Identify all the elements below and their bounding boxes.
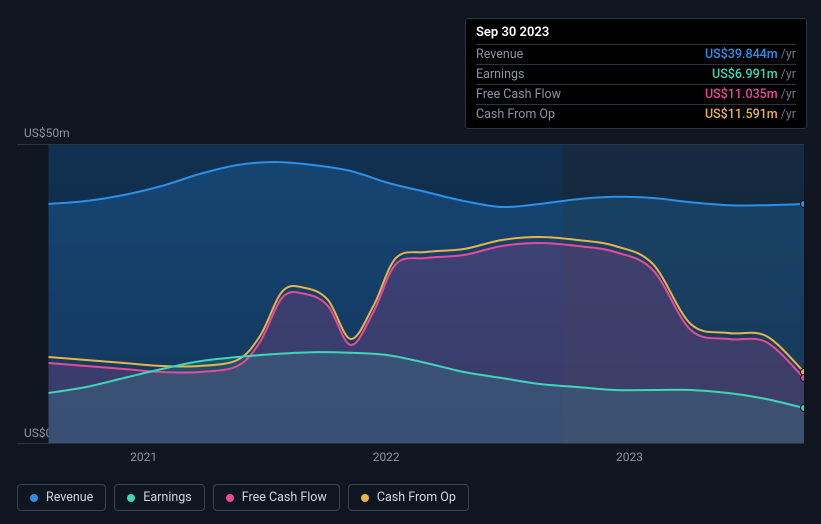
chart-plot-area <box>17 144 804 444</box>
tooltip-row: Revenue US$39.844m/yr <box>476 44 796 64</box>
legend-label: Earnings <box>143 490 191 505</box>
legend-item[interactable]: Cash From Op <box>348 484 469 511</box>
legend-item[interactable]: Revenue <box>17 484 106 511</box>
tooltip-row: Free Cash Flow US$11.035m/yr <box>476 84 796 104</box>
legend-label: Free Cash Flow <box>242 490 327 505</box>
tooltip-row-label: Free Cash Flow <box>476 87 561 102</box>
x-axis-tick: 2022 <box>373 450 400 464</box>
tooltip-row-value: US$6.991m/yr <box>712 67 796 82</box>
data-tooltip: Sep 30 2023 Revenue US$39.844m/yr Earnings… <box>465 18 807 129</box>
y-axis-label-top: US$50m <box>24 126 70 140</box>
legend-dot-icon <box>226 494 234 502</box>
x-axis-tick: 2021 <box>130 450 157 464</box>
legend-label: Revenue <box>46 490 93 505</box>
tooltip-row: Earnings US$6.991m/yr <box>476 64 796 84</box>
tooltip-row-value: US$39.844m/yr <box>705 47 796 62</box>
tooltip-row-value: US$11.591m/yr <box>705 107 796 122</box>
x-axis: 2021 2022 2023 <box>17 450 804 470</box>
tooltip-row-label: Earnings <box>476 67 524 82</box>
chart-svg <box>17 144 804 444</box>
legend-dot-icon <box>127 494 135 502</box>
tooltip-rows: Revenue US$39.844m/yr Earnings US$6.991m/yr… <box>476 44 796 124</box>
tooltip-date: Sep 30 2023 <box>476 25 796 44</box>
x-axis-tick: 2023 <box>616 450 643 464</box>
chart-container: Sep 30 2023 Revenue US$39.844m/yr Earnings… <box>0 0 821 524</box>
legend-item[interactable]: Earnings <box>114 484 204 511</box>
tooltip-row-label: Cash From Op <box>476 107 555 122</box>
legend: Revenue Earnings Free Cash Flow Cash From O… <box>17 484 469 511</box>
legend-item[interactable]: Free Cash Flow <box>213 484 340 511</box>
legend-label: Cash From Op <box>377 490 456 505</box>
tooltip-row: Cash From Op US$11.591m/yr <box>476 104 796 124</box>
tooltip-row-value: US$11.035m/yr <box>705 87 796 102</box>
tooltip-row-label: Revenue <box>476 47 523 62</box>
legend-dot-icon <box>30 494 38 502</box>
legend-dot-icon <box>361 494 369 502</box>
